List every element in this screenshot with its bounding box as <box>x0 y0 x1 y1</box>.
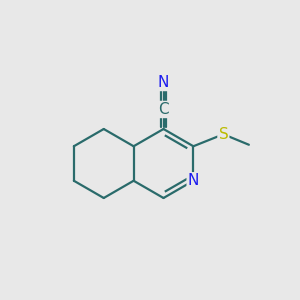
Text: N: N <box>158 75 169 90</box>
Text: C: C <box>158 102 169 117</box>
Text: S: S <box>218 127 228 142</box>
Text: N: N <box>188 173 199 188</box>
